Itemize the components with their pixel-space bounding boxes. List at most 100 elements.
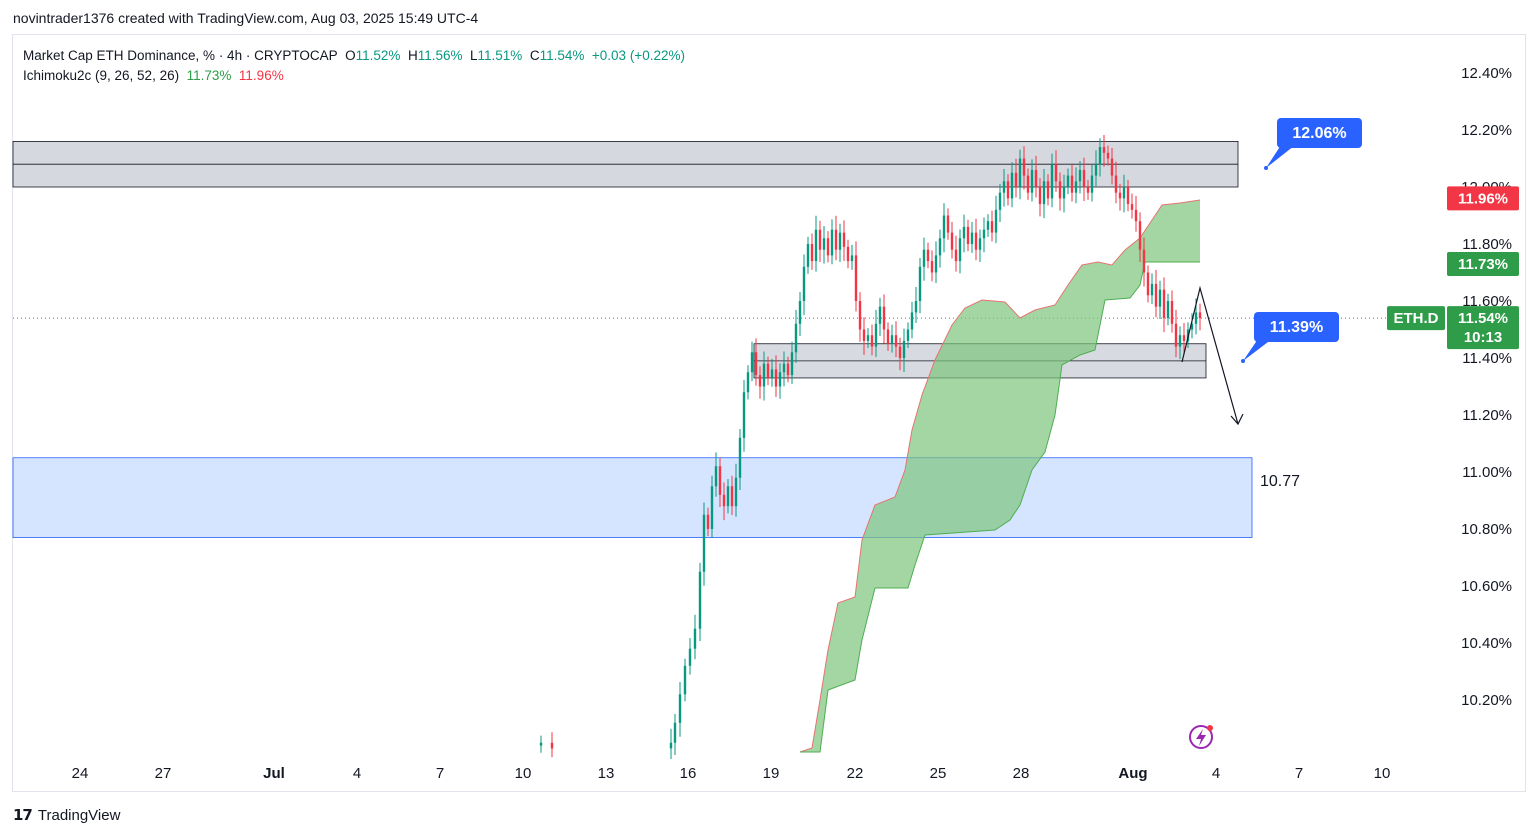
candle-body xyxy=(1018,158,1022,187)
candle xyxy=(886,322,890,351)
candle xyxy=(1058,172,1062,211)
candle-body xyxy=(1022,158,1026,176)
candle xyxy=(910,301,914,339)
price-tag-kijun-text: 11.96% xyxy=(1458,190,1508,207)
x-tick-label: 25 xyxy=(930,765,947,782)
candle xyxy=(1066,168,1070,195)
candle-body xyxy=(978,238,982,250)
candle xyxy=(702,502,706,586)
candle xyxy=(982,217,986,253)
candle xyxy=(1162,277,1166,333)
candle xyxy=(1150,273,1154,305)
candle-body xyxy=(1086,187,1090,193)
candle-body xyxy=(673,722,677,743)
x-tick-label: 7 xyxy=(1295,765,1303,782)
candle xyxy=(1158,280,1162,319)
candle-body xyxy=(810,244,814,262)
candle xyxy=(1178,326,1182,359)
candle-body xyxy=(702,514,706,572)
x-tick-label: Aug xyxy=(1118,765,1147,782)
candle-body xyxy=(1194,312,1198,324)
candle xyxy=(930,250,934,282)
candle-body xyxy=(1034,169,1038,187)
candle-body xyxy=(1106,152,1110,159)
candle xyxy=(1054,150,1058,192)
candle xyxy=(998,183,1002,223)
candle-body xyxy=(790,352,794,376)
chart-credit: novintrader1376 created with TradingView… xyxy=(13,10,479,26)
candle xyxy=(1094,150,1098,187)
candle-body xyxy=(918,266,922,301)
candle xyxy=(762,351,766,401)
candle xyxy=(862,317,866,355)
candle xyxy=(946,208,950,240)
tradingview-brand[interactable]: 𝟭𝟳 TradingView xyxy=(13,806,121,825)
legend-title: Market Cap ETH Dominance, % · 4h · CRYPT… xyxy=(23,48,338,63)
candle xyxy=(730,475,734,516)
candle-body xyxy=(922,249,926,267)
candle xyxy=(918,257,922,314)
candle-body xyxy=(798,301,802,324)
legend-change: +0.03 (+0.22%) xyxy=(591,48,685,63)
candle xyxy=(746,365,750,400)
candle xyxy=(1010,162,1014,208)
chart-frame[interactable] xyxy=(12,34,1526,792)
candle-body xyxy=(950,232,954,250)
price-tag-tenkan: 11.73% xyxy=(1447,251,1519,276)
candle xyxy=(974,218,978,261)
candle-body xyxy=(1166,301,1170,319)
callout-support-dot xyxy=(1241,359,1245,363)
candle xyxy=(706,507,710,537)
candle xyxy=(1062,174,1066,213)
candle xyxy=(798,292,802,337)
candle-body xyxy=(942,215,946,239)
candle xyxy=(1074,167,1078,204)
candle-body xyxy=(894,335,898,347)
candle-body xyxy=(762,363,766,387)
candle-body xyxy=(846,246,850,262)
y-tick-label: 12.40% xyxy=(1461,65,1512,82)
candle xyxy=(669,728,673,759)
y-tick-label: 11.20% xyxy=(1462,407,1512,424)
candle xyxy=(683,658,687,702)
candle xyxy=(738,428,742,490)
x-tick-label: Jul xyxy=(263,765,285,782)
candle xyxy=(1082,157,1086,201)
candle xyxy=(814,215,818,272)
candle-body xyxy=(1066,175,1070,187)
x-tick-label: 13 xyxy=(598,765,615,782)
candle-body xyxy=(1046,181,1050,199)
candle-body xyxy=(1014,172,1018,187)
brand-label: TradingView xyxy=(37,806,121,824)
x-tick-label: 22 xyxy=(847,765,864,782)
x-tick-label: 24 xyxy=(72,765,89,782)
legend-ichimoku: Ichimoku2c (9, 26, 52, 26) xyxy=(23,68,180,83)
x-tick-label: 16 xyxy=(680,765,697,782)
candle xyxy=(766,356,770,386)
candle xyxy=(1118,183,1122,211)
callout-support-box xyxy=(1254,312,1339,342)
candle-body xyxy=(730,486,734,507)
candle-body xyxy=(1070,175,1074,193)
candle-body xyxy=(990,221,994,233)
y-tick-label: 10.80% xyxy=(1461,521,1512,538)
candle xyxy=(1002,169,1006,207)
candle xyxy=(718,457,722,508)
candle xyxy=(954,235,958,272)
candle xyxy=(906,322,910,349)
candle xyxy=(1130,193,1134,219)
candle xyxy=(878,297,882,337)
candle-body xyxy=(738,437,742,478)
legend-open-label: O xyxy=(345,48,356,63)
candle xyxy=(1030,159,1034,202)
candle-body xyxy=(726,486,730,507)
candle xyxy=(1114,161,1118,204)
candle-body xyxy=(998,192,1002,210)
candle xyxy=(978,229,982,262)
candle xyxy=(688,638,692,675)
legend-close: 11.54% xyxy=(539,48,585,63)
candle xyxy=(710,475,714,538)
candle-body xyxy=(822,238,826,250)
lightning-ring xyxy=(1189,725,1213,749)
